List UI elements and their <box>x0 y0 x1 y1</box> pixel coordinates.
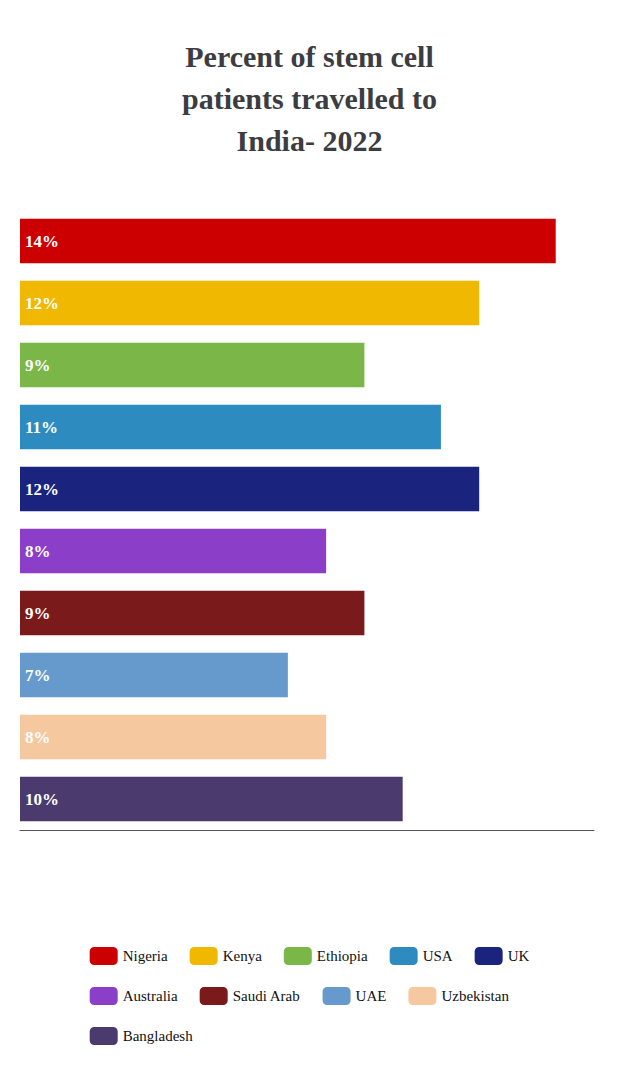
svg-text:14%: 14% <box>25 232 59 251</box>
svg-text:patients travelled to: patients travelled to <box>182 82 437 115</box>
svg-text:12%: 12% <box>25 480 59 499</box>
svg-text:10%: 10% <box>25 790 59 809</box>
svg-text:7%: 7% <box>25 666 51 685</box>
svg-text:9%: 9% <box>25 604 51 623</box>
svg-text:UAE: UAE <box>356 988 387 1004</box>
svg-text:11%: 11% <box>25 418 58 437</box>
svg-text:9%: 9% <box>25 356 51 375</box>
svg-text:UK: UK <box>508 948 530 964</box>
svg-text:8%: 8% <box>25 728 51 747</box>
svg-text:USA: USA <box>423 948 453 964</box>
svg-text:Australia: Australia <box>123 988 178 1004</box>
svg-text:Bangladesh: Bangladesh <box>123 1028 193 1044</box>
svg-text:12%: 12% <box>25 294 59 313</box>
svg-text:Saudi Arab: Saudi Arab <box>233 988 300 1004</box>
svg-text:Percent of stem cell: Percent of stem cell <box>185 40 433 73</box>
svg-text:Ethiopia: Ethiopia <box>317 948 368 964</box>
svg-text:India- 2022: India- 2022 <box>237 124 383 157</box>
svg-text:Nigeria: Nigeria <box>123 948 168 964</box>
svg-text:8%: 8% <box>25 542 51 561</box>
svg-text:Uzbekistan: Uzbekistan <box>441 988 509 1004</box>
svg-text:Kenya: Kenya <box>223 948 262 964</box>
